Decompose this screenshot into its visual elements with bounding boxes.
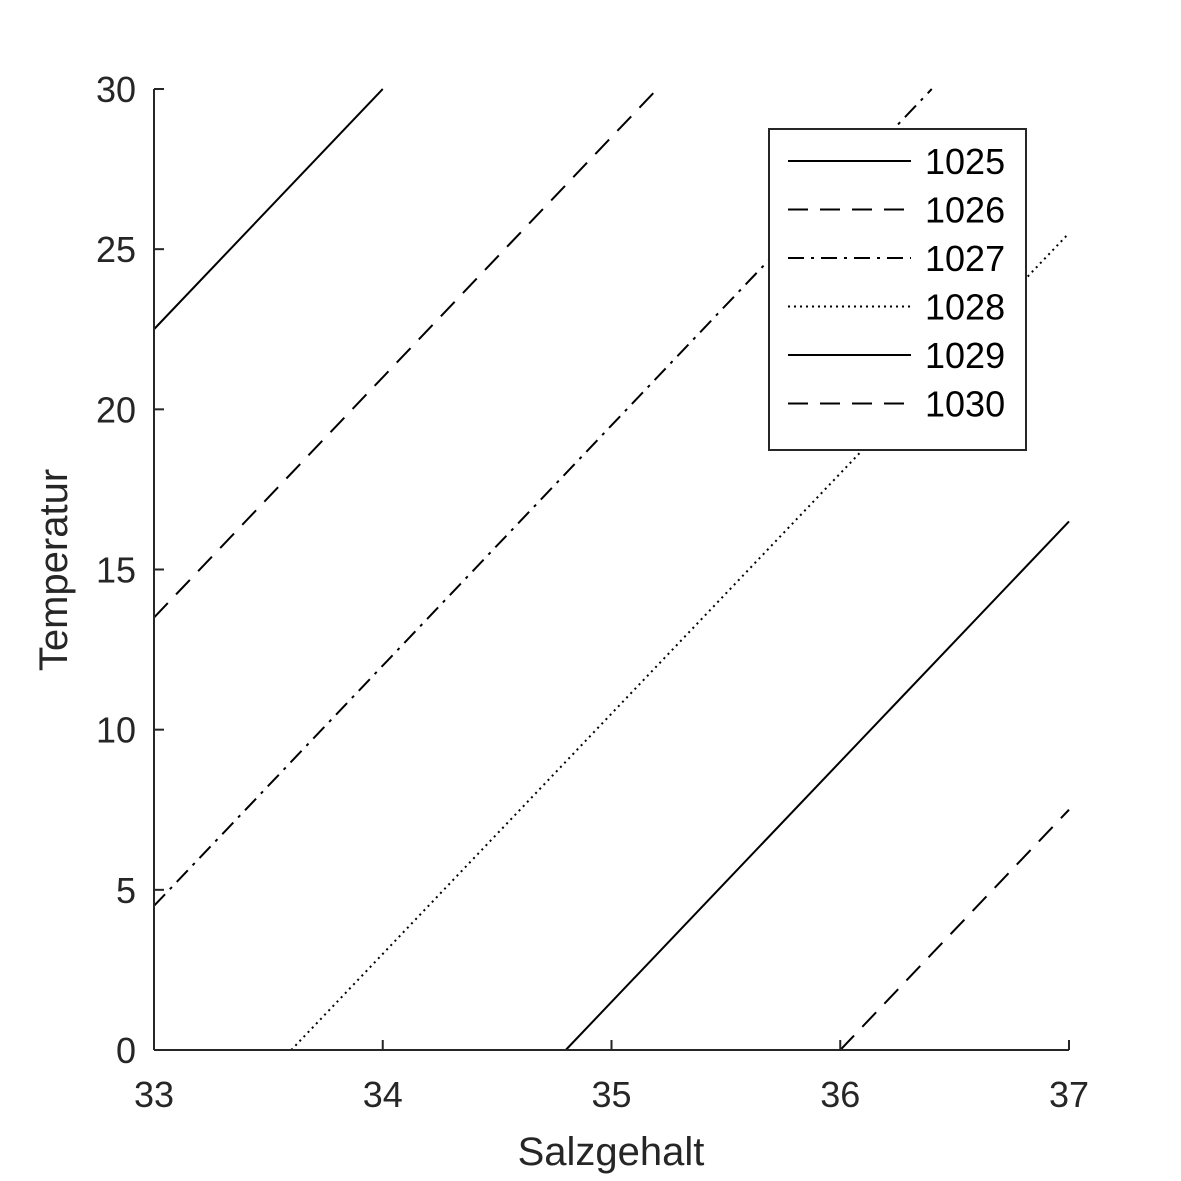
axes-layer: 33 34 35 36 37 0 5 10 15 20 25 30: [96, 69, 1089, 1115]
y-tick-label: 15: [96, 550, 136, 591]
y-axis-label: Temperatur: [32, 469, 76, 671]
legend: 1025 1026 1027 1028 1029 1030: [768, 128, 1027, 451]
legend-label-1028: 1028: [925, 287, 1005, 328]
x-tick-label: 34: [363, 1074, 403, 1115]
x-axis-label: Salzgehalt: [518, 1130, 705, 1174]
y-tick-label: 5: [116, 870, 136, 911]
series-line-1030: [839, 809, 1070, 1051]
legend-label-1029: 1029: [925, 335, 1005, 376]
legend-label-1026: 1026: [925, 190, 1005, 231]
legend-label-1027: 1027: [925, 238, 1005, 279]
y-tick-label: 0: [116, 1030, 136, 1071]
legend-box: [768, 128, 1027, 451]
legend-label-1025: 1025: [925, 141, 1005, 182]
y-tick-label: 30: [96, 69, 136, 110]
series-line-1025: [153, 88, 384, 330]
x-tick-label: 37: [1049, 1074, 1089, 1115]
series-line-1028: [290, 232, 1070, 1051]
x-tick-label: 35: [591, 1074, 631, 1115]
y-tick-label: 20: [96, 389, 136, 430]
legend-label-1030: 1030: [925, 384, 1005, 425]
y-tick-label: 10: [96, 710, 136, 751]
y-tick-label: 25: [96, 229, 136, 270]
x-tick-label: 36: [820, 1074, 860, 1115]
series-line-1029: [565, 520, 1070, 1051]
series-line-1026: [153, 88, 658, 619]
x-tick-label: 33: [134, 1074, 174, 1115]
